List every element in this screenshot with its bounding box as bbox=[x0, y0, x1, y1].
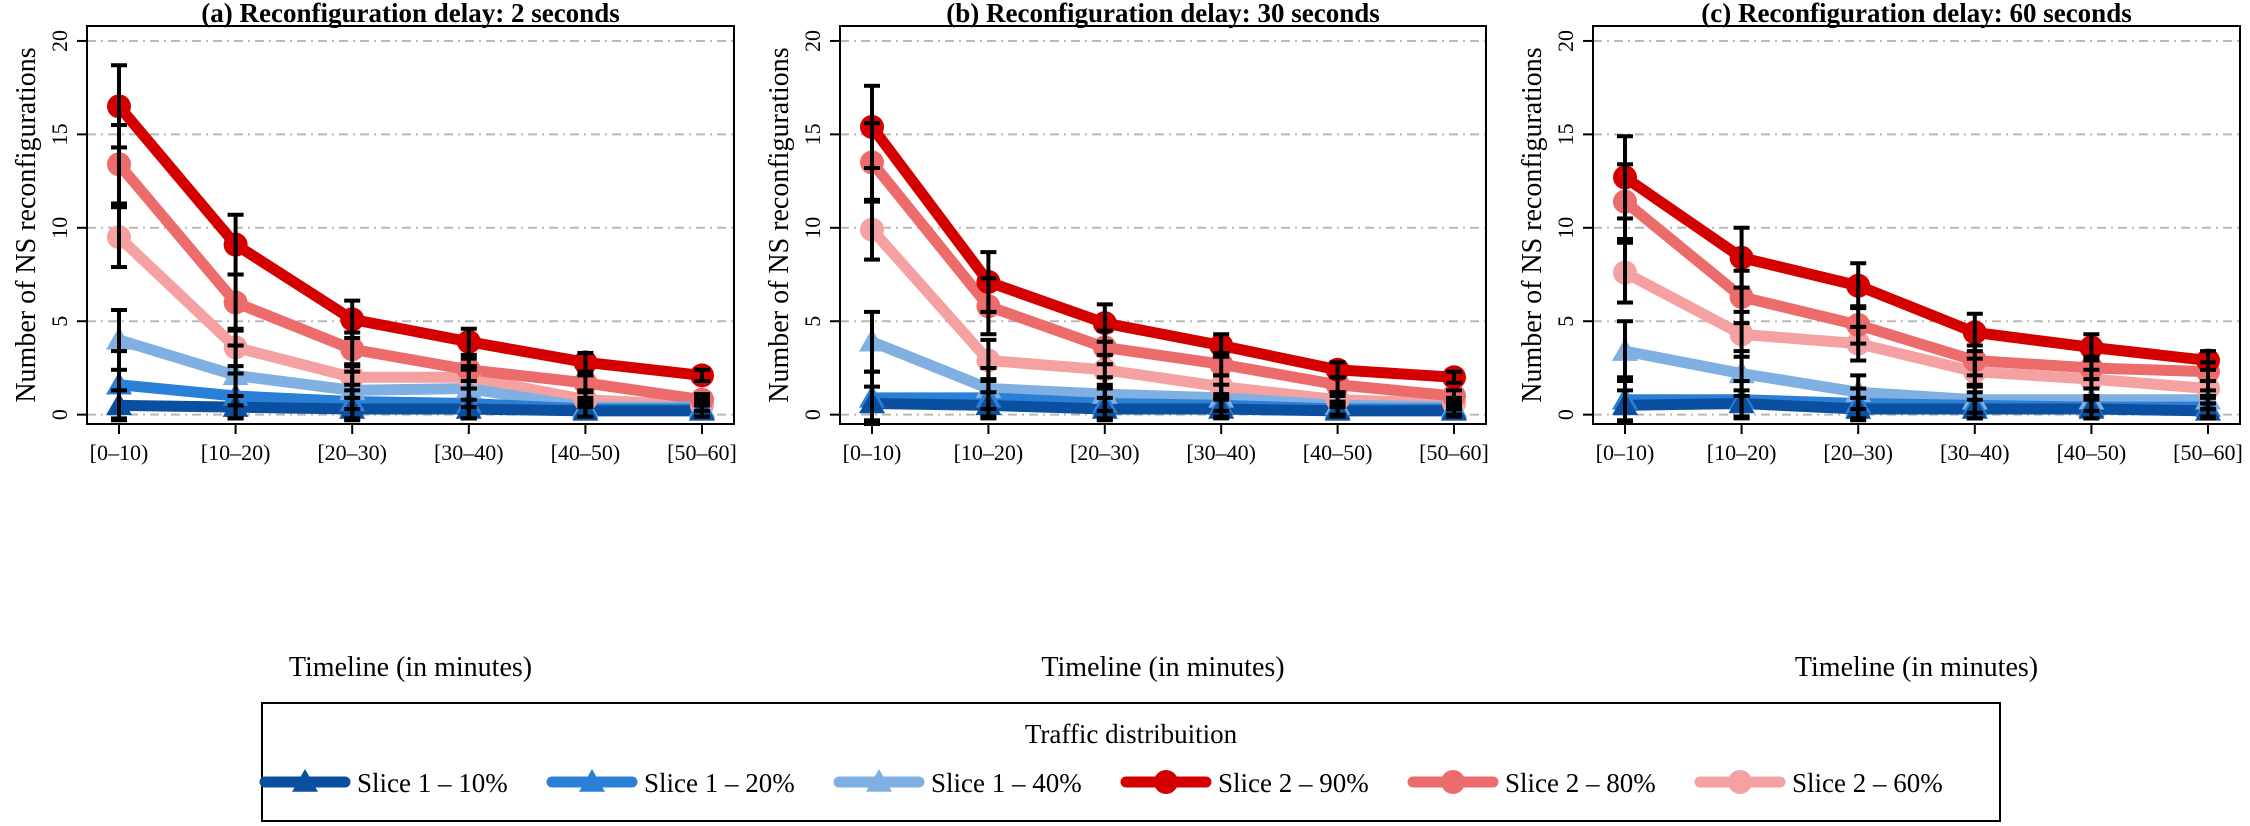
y-tick-label: 5 bbox=[800, 316, 825, 327]
legend-marker bbox=[579, 769, 605, 792]
series-line bbox=[1619, 345, 2214, 406]
legend-entry: Slice 2 – 80% bbox=[1407, 768, 1656, 798]
legend-label: Slice 2 – 80% bbox=[1505, 768, 1656, 798]
legend-entry: Slice 2 – 60% bbox=[1694, 768, 1943, 798]
series-line bbox=[866, 397, 1460, 417]
series-line bbox=[1619, 171, 2214, 366]
x-tick-label: [30–40) bbox=[1186, 440, 1256, 465]
x-axis-label: Timeline (in minutes) bbox=[1041, 652, 1284, 683]
legend-entry: Slice 1 – 10% bbox=[259, 768, 508, 798]
x-tick-label: [30–40) bbox=[434, 440, 504, 465]
panel-title: (c) Reconfiguration delay: 60 seconds bbox=[1701, 0, 2131, 28]
chart-panel-2: (b) Reconfiguration delay: 30 seconds 0 5 1… bbox=[764, 0, 1489, 683]
x-tick-label: [40–50) bbox=[1303, 440, 1373, 465]
x-tick-label: [40–50) bbox=[551, 440, 621, 465]
y-axis-label: Number of NS reconfigurations bbox=[1517, 47, 1548, 402]
x-tick-label: [0–10) bbox=[90, 440, 149, 465]
y-tick-label: 20 bbox=[1553, 30, 1578, 52]
legend-marker bbox=[1154, 770, 1178, 794]
series-line bbox=[1619, 196, 2214, 378]
plot-frame bbox=[839, 25, 1487, 425]
x-tick-label: [50–60] bbox=[667, 440, 737, 465]
y-tick-label: 20 bbox=[800, 30, 825, 52]
x-tick-label: [50–60] bbox=[2173, 440, 2243, 465]
x-axis-label: Timeline (in minutes) bbox=[1795, 652, 2038, 683]
y-tick-label: 20 bbox=[47, 30, 72, 52]
series-line bbox=[1619, 397, 2214, 417]
series-line bbox=[1619, 267, 2214, 394]
legend-marker bbox=[1441, 770, 1465, 794]
y-tick-label: 10 bbox=[47, 217, 72, 239]
plot-frame bbox=[86, 25, 735, 425]
series-line bbox=[866, 156, 1460, 402]
panel-title: (b) Reconfiguration delay: 30 seconds bbox=[946, 0, 1380, 28]
series-line bbox=[866, 121, 1460, 383]
legend-label: Slice 2 – 60% bbox=[1792, 768, 1943, 798]
legend-label: Slice 1 – 40% bbox=[931, 768, 1082, 798]
legend-entry: Slice 1 – 20% bbox=[546, 768, 795, 798]
x-tick-label: [20–30) bbox=[1823, 440, 1893, 465]
legend-entry: Slice 2 – 90% bbox=[1120, 768, 1369, 798]
legend-marker bbox=[1728, 770, 1752, 794]
x-tick-label: [20–30) bbox=[1070, 440, 1140, 465]
y-tick-label: 15 bbox=[47, 123, 72, 145]
legend: Traffic distribuition Slice 1 – 10% Slice … bbox=[259, 702, 2001, 822]
series-line bbox=[113, 399, 708, 417]
series-line bbox=[113, 100, 708, 381]
y-tick-label: 10 bbox=[800, 217, 825, 239]
y-tick-label: 0 bbox=[1553, 409, 1578, 420]
x-tick-label: [20–30) bbox=[317, 440, 387, 465]
y-tick-label: 5 bbox=[47, 316, 72, 327]
series-line bbox=[113, 158, 708, 406]
legend-entry: Slice 1 – 40% bbox=[833, 768, 1082, 798]
legend-box bbox=[261, 702, 2001, 822]
x-axis-label: Timeline (in minutes) bbox=[289, 652, 532, 683]
y-tick-label: 0 bbox=[800, 409, 825, 420]
plot-frame bbox=[1592, 25, 2241, 425]
x-tick-label: [30–40) bbox=[1940, 440, 2010, 465]
y-axis-label: Number of NS reconfigurations bbox=[11, 47, 42, 402]
legend-label: Slice 2 – 90% bbox=[1218, 768, 1369, 798]
y-tick-label: 5 bbox=[1553, 316, 1578, 327]
y-tick-label: 15 bbox=[800, 123, 825, 145]
x-tick-label: [0–10) bbox=[843, 440, 902, 465]
chart-panel-3: (c) Reconfiguration delay: 60 seconds 0 5 1… bbox=[1517, 0, 2243, 683]
y-axis-label: Number of NS reconfigurations bbox=[764, 47, 795, 402]
y-tick-label: 0 bbox=[47, 409, 72, 420]
y-tick-label: 10 bbox=[1553, 217, 1578, 239]
legend-marker bbox=[866, 769, 892, 792]
x-tick-label: [10–20) bbox=[201, 440, 271, 465]
legend-title: Traffic distribuition bbox=[1025, 719, 1238, 749]
x-tick-label: [10–20) bbox=[954, 440, 1024, 465]
x-tick-label: [50–60] bbox=[1419, 440, 1489, 465]
x-tick-label: [0–10) bbox=[1596, 440, 1655, 465]
x-tick-label: [40–50) bbox=[2057, 440, 2127, 465]
panel-title: (a) Reconfiguration delay: 2 seconds bbox=[201, 0, 619, 28]
legend-label: Slice 1 – 10% bbox=[357, 768, 508, 798]
y-tick-label: 15 bbox=[1553, 123, 1578, 145]
legend-marker bbox=[292, 769, 318, 792]
series-line bbox=[113, 231, 708, 411]
chart-panel-1: (a) Reconfiguration delay: 2 seconds 0 5 10… bbox=[11, 0, 737, 683]
x-tick-label: [10–20) bbox=[1707, 440, 1777, 465]
legend-label: Slice 1 – 20% bbox=[644, 768, 795, 798]
